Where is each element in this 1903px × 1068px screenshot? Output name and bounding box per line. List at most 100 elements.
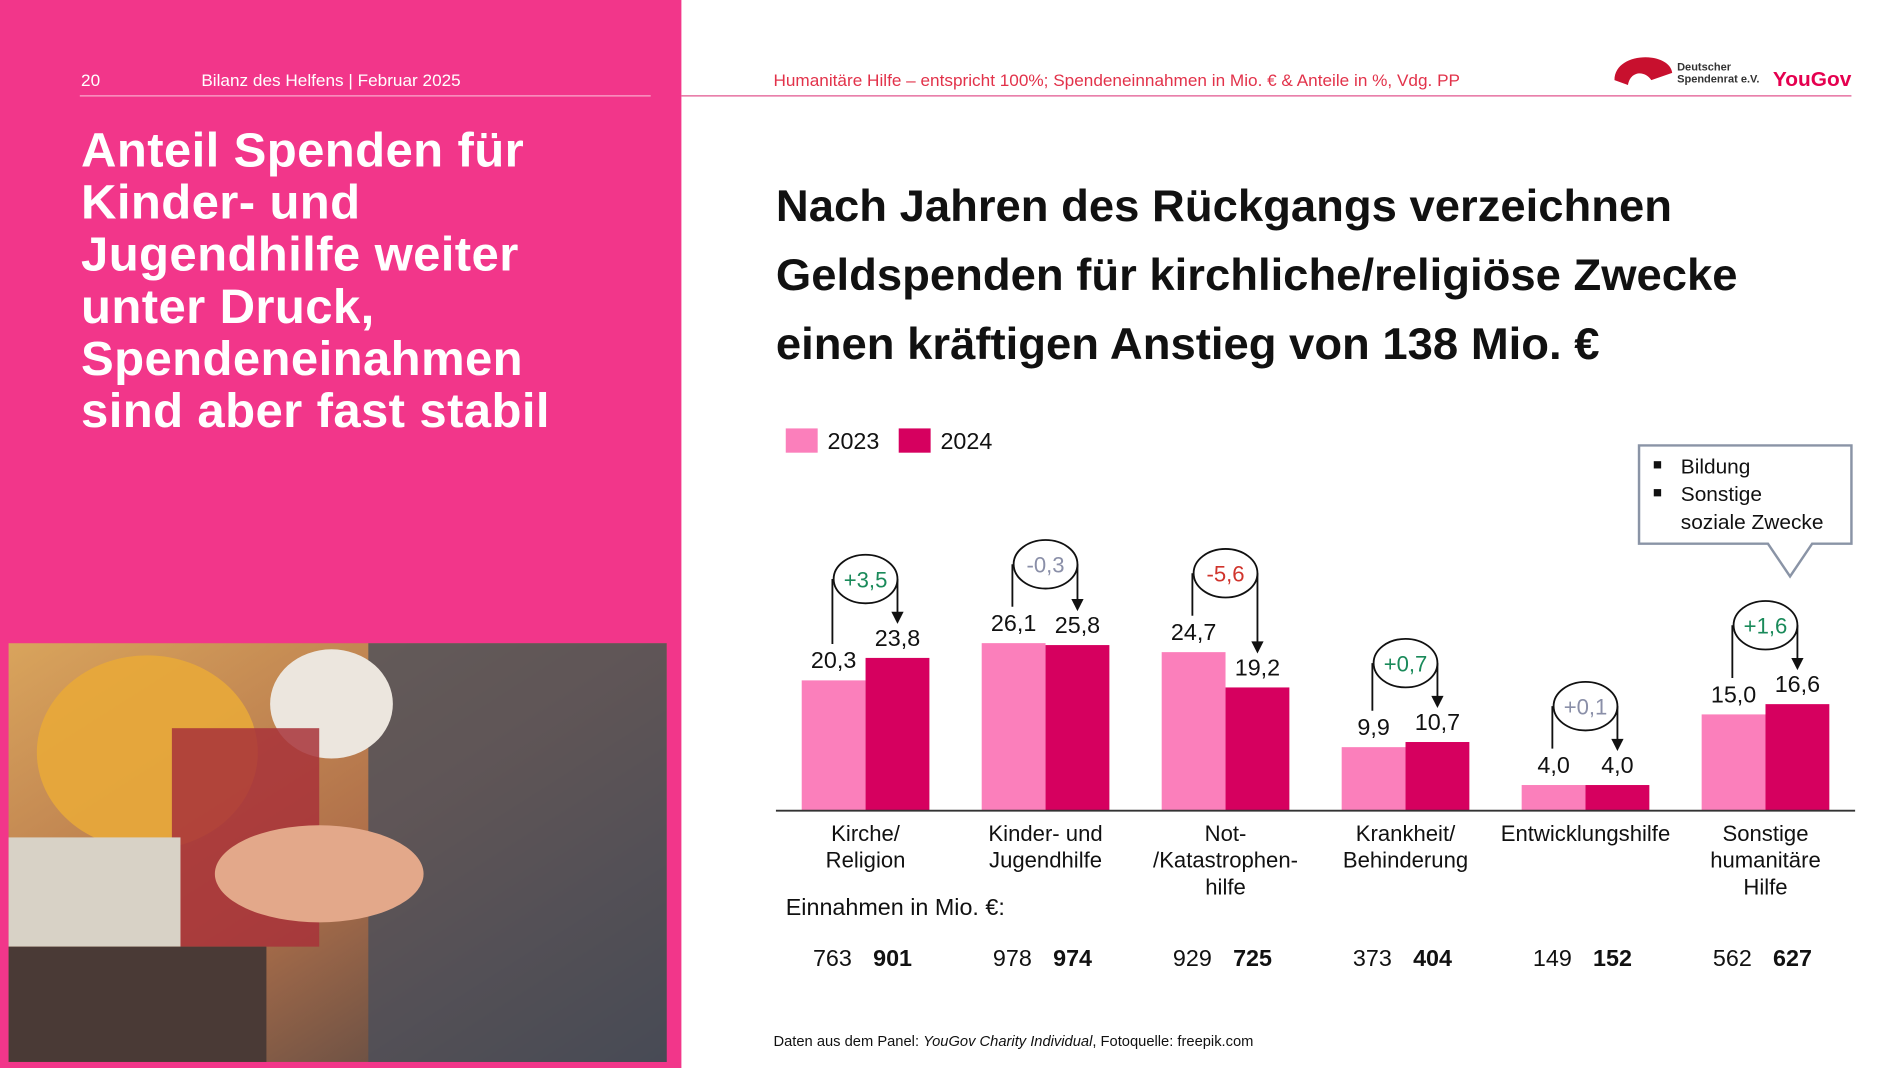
category-label: Hilfe — [1743, 875, 1787, 900]
bar — [801, 680, 866, 811]
change-bubble — [1192, 548, 1259, 599]
category-label: Entwicklungshilfe — [1501, 821, 1670, 846]
legend-label: 2024 — [940, 428, 992, 454]
category-label: humanitäre — [1710, 848, 1821, 873]
bar — [1225, 687, 1290, 811]
bar — [981, 643, 1046, 811]
change-arrowhead — [1431, 695, 1444, 709]
brand: YouGov — [1773, 68, 1852, 91]
left-title-line: Kinder- und — [81, 176, 360, 230]
revenue-value: 152 — [1593, 945, 1632, 971]
change-bubble — [1552, 680, 1619, 732]
bar — [865, 657, 930, 811]
category-label: Behinderung — [1343, 848, 1468, 873]
left-title-line: unter Druck, — [81, 280, 375, 334]
chart-title-line: Geldspenden für kirchliche/religiöse Zwe… — [776, 249, 1738, 300]
logo-text: Spendenrat e.V. — [1677, 74, 1759, 86]
revenue-value: 373 — [1353, 945, 1392, 971]
revenue-value: 149 — [1533, 945, 1572, 971]
footnote: Daten aus dem Panel: YouGov Charity Indi… — [773, 1034, 1253, 1050]
photo-shape — [214, 825, 424, 923]
value-label: 16,6 — [1775, 671, 1820, 697]
category-label: hilfe — [1205, 875, 1246, 900]
photo-shape — [8, 837, 181, 947]
callout-box — [1637, 444, 1853, 579]
change-label: -5,6 — [1206, 562, 1244, 587]
change-bubble — [832, 553, 899, 605]
value-label: 4,0 — [1601, 752, 1633, 778]
legend-swatch — [898, 428, 931, 453]
revenue-value: 901 — [873, 945, 912, 971]
revenue-label: Einnahmen in Mio. €: — [786, 894, 1005, 920]
change-label: +0,1 — [1564, 695, 1608, 720]
bar — [1341, 747, 1406, 811]
value-label: 19,2 — [1235, 654, 1280, 680]
revenue-value: 974 — [1053, 945, 1092, 971]
value-label: 4,0 — [1537, 752, 1569, 778]
category-label: Krankheit/ — [1356, 821, 1456, 846]
value-label: 24,7 — [1171, 619, 1216, 645]
callout-text: Sonstige — [1681, 483, 1762, 506]
revenue-value: 562 — [1713, 945, 1752, 971]
logo-mark — [1614, 57, 1673, 85]
report-name: Bilanz des Helfens | Februar 2025 — [201, 71, 460, 90]
left-title-line: Jugendhilfe weiter — [81, 228, 519, 282]
revenue-value: 725 — [1233, 945, 1272, 971]
callout-text: soziale Zwecke — [1681, 511, 1824, 534]
change-bubble — [1732, 600, 1799, 651]
revenue-value: 978 — [993, 945, 1032, 971]
photo — [8, 643, 667, 1062]
change-arrowhead — [1611, 738, 1624, 752]
photo-shape — [368, 643, 667, 1062]
revenue-value: 627 — [1773, 945, 1812, 971]
change-label: +1,6 — [1744, 614, 1788, 639]
callout-bullet — [1653, 489, 1662, 497]
chart-title-line: Nach Jahren des Rückgangs verzeichnen — [776, 180, 1672, 231]
category-label: Sonstige — [1722, 821, 1808, 846]
revenue-value: 929 — [1173, 945, 1212, 971]
change-label: +0,7 — [1384, 652, 1428, 677]
chart: Nach Jahren des Rückgangs verzeichnen Gel… — [775, 180, 1856, 971]
revenue-value: 763 — [813, 945, 852, 971]
category-label: /Katastrophen- — [1153, 848, 1298, 873]
bar — [1585, 785, 1650, 811]
bar — [1405, 742, 1470, 811]
value-label: 20,3 — [811, 647, 856, 673]
value-label: 15,0 — [1711, 681, 1756, 707]
category-label: Not- — [1205, 821, 1247, 846]
change-arrowhead — [1071, 598, 1084, 612]
footnote-panel: YouGov Charity Individual — [923, 1034, 1093, 1050]
left-title-line: Spendeneinahmen — [81, 332, 523, 386]
legend-label: 2023 — [827, 428, 879, 454]
category-label: Jugendhilfe — [989, 848, 1102, 873]
change-bubble — [1012, 539, 1079, 590]
left-title-line: Anteil Spenden für — [81, 124, 524, 178]
bar — [1161, 652, 1226, 811]
left-title-line: sind aber fast stabil — [81, 384, 550, 438]
callout-bullet — [1653, 461, 1662, 469]
change-label: +3,5 — [844, 568, 888, 593]
bar — [1701, 714, 1766, 811]
photo-shape — [8, 946, 267, 1062]
value-label: 9,9 — [1357, 714, 1389, 740]
legend-swatch — [785, 428, 818, 453]
value-label: 23,8 — [875, 625, 920, 651]
page-number: 20 — [81, 71, 100, 90]
category-label: Religion — [826, 848, 906, 873]
revenue-value: 404 — [1413, 945, 1452, 971]
value-label: 26,1 — [991, 610, 1036, 636]
change-arrowhead — [1251, 641, 1264, 654]
callout-text: Bildung — [1681, 455, 1751, 478]
change-bubble — [1372, 637, 1439, 689]
value-label: 10,7 — [1415, 709, 1460, 735]
value-label: 25,8 — [1055, 612, 1100, 638]
change-label: -0,3 — [1027, 553, 1065, 578]
category-label: Kirche/ — [831, 821, 901, 846]
source-note: Humanitäre Hilfe – entspricht 100%; Spen… — [773, 71, 1460, 90]
change-arrowhead — [1791, 658, 1804, 671]
bar — [1521, 785, 1586, 811]
category-label: Kinder- und — [988, 821, 1102, 846]
change-arrowhead — [891, 611, 904, 624]
